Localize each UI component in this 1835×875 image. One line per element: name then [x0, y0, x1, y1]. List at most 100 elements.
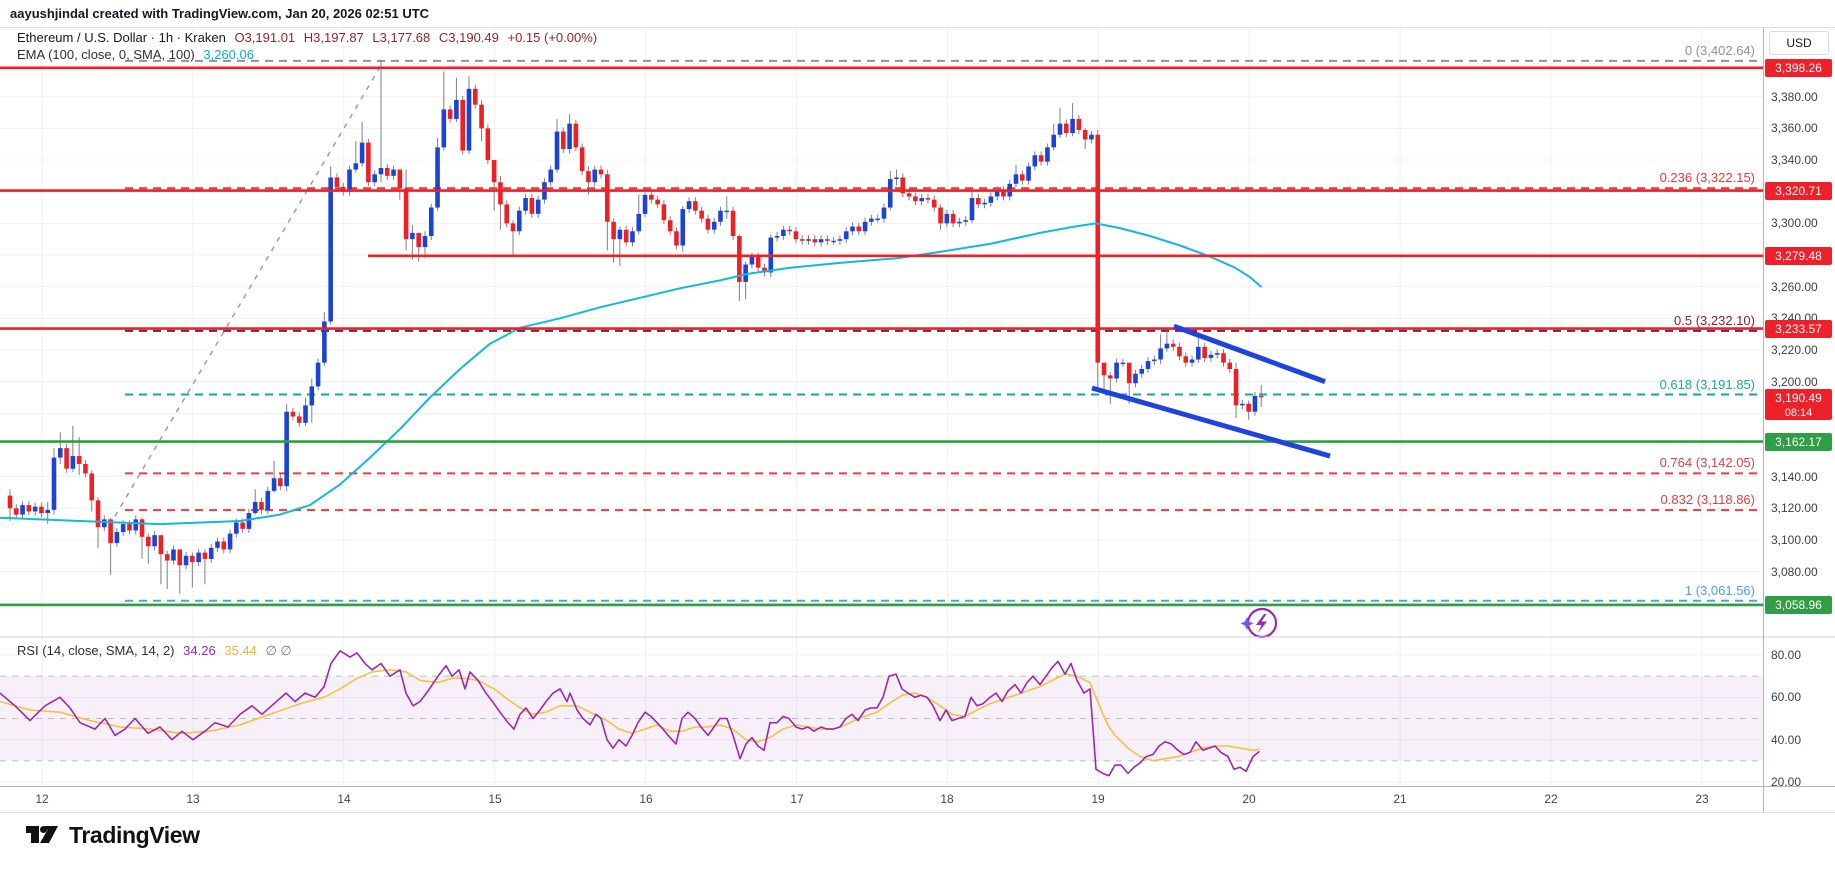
candle-body — [196, 552, 201, 563]
candle-body — [617, 229, 623, 240]
candle-body — [58, 448, 63, 458]
candle-body — [296, 416, 302, 423]
candle-body — [1082, 129, 1088, 140]
candle-body — [894, 177, 899, 180]
candle-body — [1158, 348, 1163, 360]
candle-body — [586, 171, 591, 183]
candle-body — [328, 177, 333, 322]
candle-body — [466, 88, 472, 151]
candle-body — [472, 88, 478, 105]
candle-body — [535, 199, 541, 214]
candle-body — [931, 199, 937, 208]
candle-body — [925, 198, 931, 200]
candle-body — [1196, 346, 1201, 360]
candle-body — [127, 524, 132, 531]
candle-body — [7, 495, 13, 509]
candle-body — [567, 123, 572, 149]
tradingview-logo[interactable]: TradingView — [24, 820, 200, 850]
candle-body — [982, 202, 987, 205]
candle-body — [1139, 368, 1145, 374]
candle-body — [384, 167, 390, 176]
candle-body — [605, 174, 610, 222]
candle-body — [51, 457, 57, 510]
candle-body — [787, 229, 792, 232]
candle-body — [378, 167, 384, 175]
candle-body — [875, 218, 880, 221]
candle-body — [680, 209, 686, 246]
candle-body — [309, 386, 315, 406]
candle-body — [919, 198, 924, 202]
candle-body — [869, 218, 874, 222]
candle-body — [485, 128, 491, 161]
candle-body — [1032, 155, 1038, 167]
candle-body — [1145, 361, 1151, 369]
candle-body — [441, 109, 447, 148]
candle-body — [208, 547, 214, 559]
candle-body — [498, 182, 503, 205]
candle-body — [1101, 362, 1107, 376]
candle-body — [686, 201, 692, 210]
candle-body — [850, 226, 855, 232]
candle-body — [755, 256, 761, 268]
candle-body — [718, 210, 723, 222]
candle-body — [403, 188, 409, 240]
candle-body — [1252, 395, 1258, 412]
candle-body — [102, 519, 107, 528]
candle-body — [957, 221, 962, 224]
candle-body — [837, 239, 843, 241]
candle-body — [290, 411, 296, 417]
candle-body — [523, 198, 528, 211]
candle-body — [1026, 166, 1031, 181]
candle-body — [202, 552, 208, 559]
candle-body — [158, 535, 164, 555]
candle-body — [1120, 362, 1126, 365]
candle-body — [1126, 362, 1132, 384]
attribution-text: aayushjindal created with TradingView.co… — [10, 6, 430, 21]
candle-body — [146, 536, 151, 547]
candle-body — [479, 104, 484, 129]
candle-body — [831, 240, 836, 243]
candle-body — [944, 213, 950, 224]
candle-body — [636, 213, 642, 232]
candle-body — [271, 478, 277, 491]
candle-body — [334, 177, 340, 187]
ema-line — [0, 222, 1262, 526]
candle-body — [1013, 174, 1019, 184]
lightning-bolt-icon — [1256, 614, 1267, 633]
candle-body — [1045, 147, 1050, 162]
candle-body — [221, 541, 227, 550]
candle-body — [190, 555, 195, 563]
candle-body — [913, 196, 918, 202]
candle-body — [39, 506, 44, 514]
candle-body — [818, 239, 824, 243]
candle-body — [969, 198, 975, 221]
candle-body — [1202, 346, 1207, 358]
candle-body — [806, 239, 811, 241]
candle-body — [20, 505, 25, 515]
candle-body — [1108, 375, 1113, 379]
candle-body — [724, 210, 730, 213]
candle-body — [13, 508, 19, 515]
candle-body — [1089, 134, 1094, 140]
candle-body — [1095, 134, 1101, 363]
candle-body — [1076, 118, 1082, 130]
candle-body — [139, 519, 145, 537]
candle-body — [215, 541, 220, 548]
candle-body — [315, 362, 321, 387]
candle-body — [32, 506, 38, 512]
candle-body — [975, 198, 981, 205]
candle-body — [1133, 373, 1138, 384]
candle-body — [353, 163, 359, 170]
candle-body — [950, 213, 956, 224]
candle-body — [938, 207, 943, 224]
candle-body — [177, 549, 183, 566]
candle-body — [95, 500, 101, 528]
candle-body — [171, 549, 176, 561]
candle-body — [1258, 395, 1264, 398]
candle-body — [1183, 356, 1189, 363]
candle-body — [561, 131, 566, 149]
candle-body — [843, 231, 849, 240]
candle-body — [711, 221, 717, 230]
